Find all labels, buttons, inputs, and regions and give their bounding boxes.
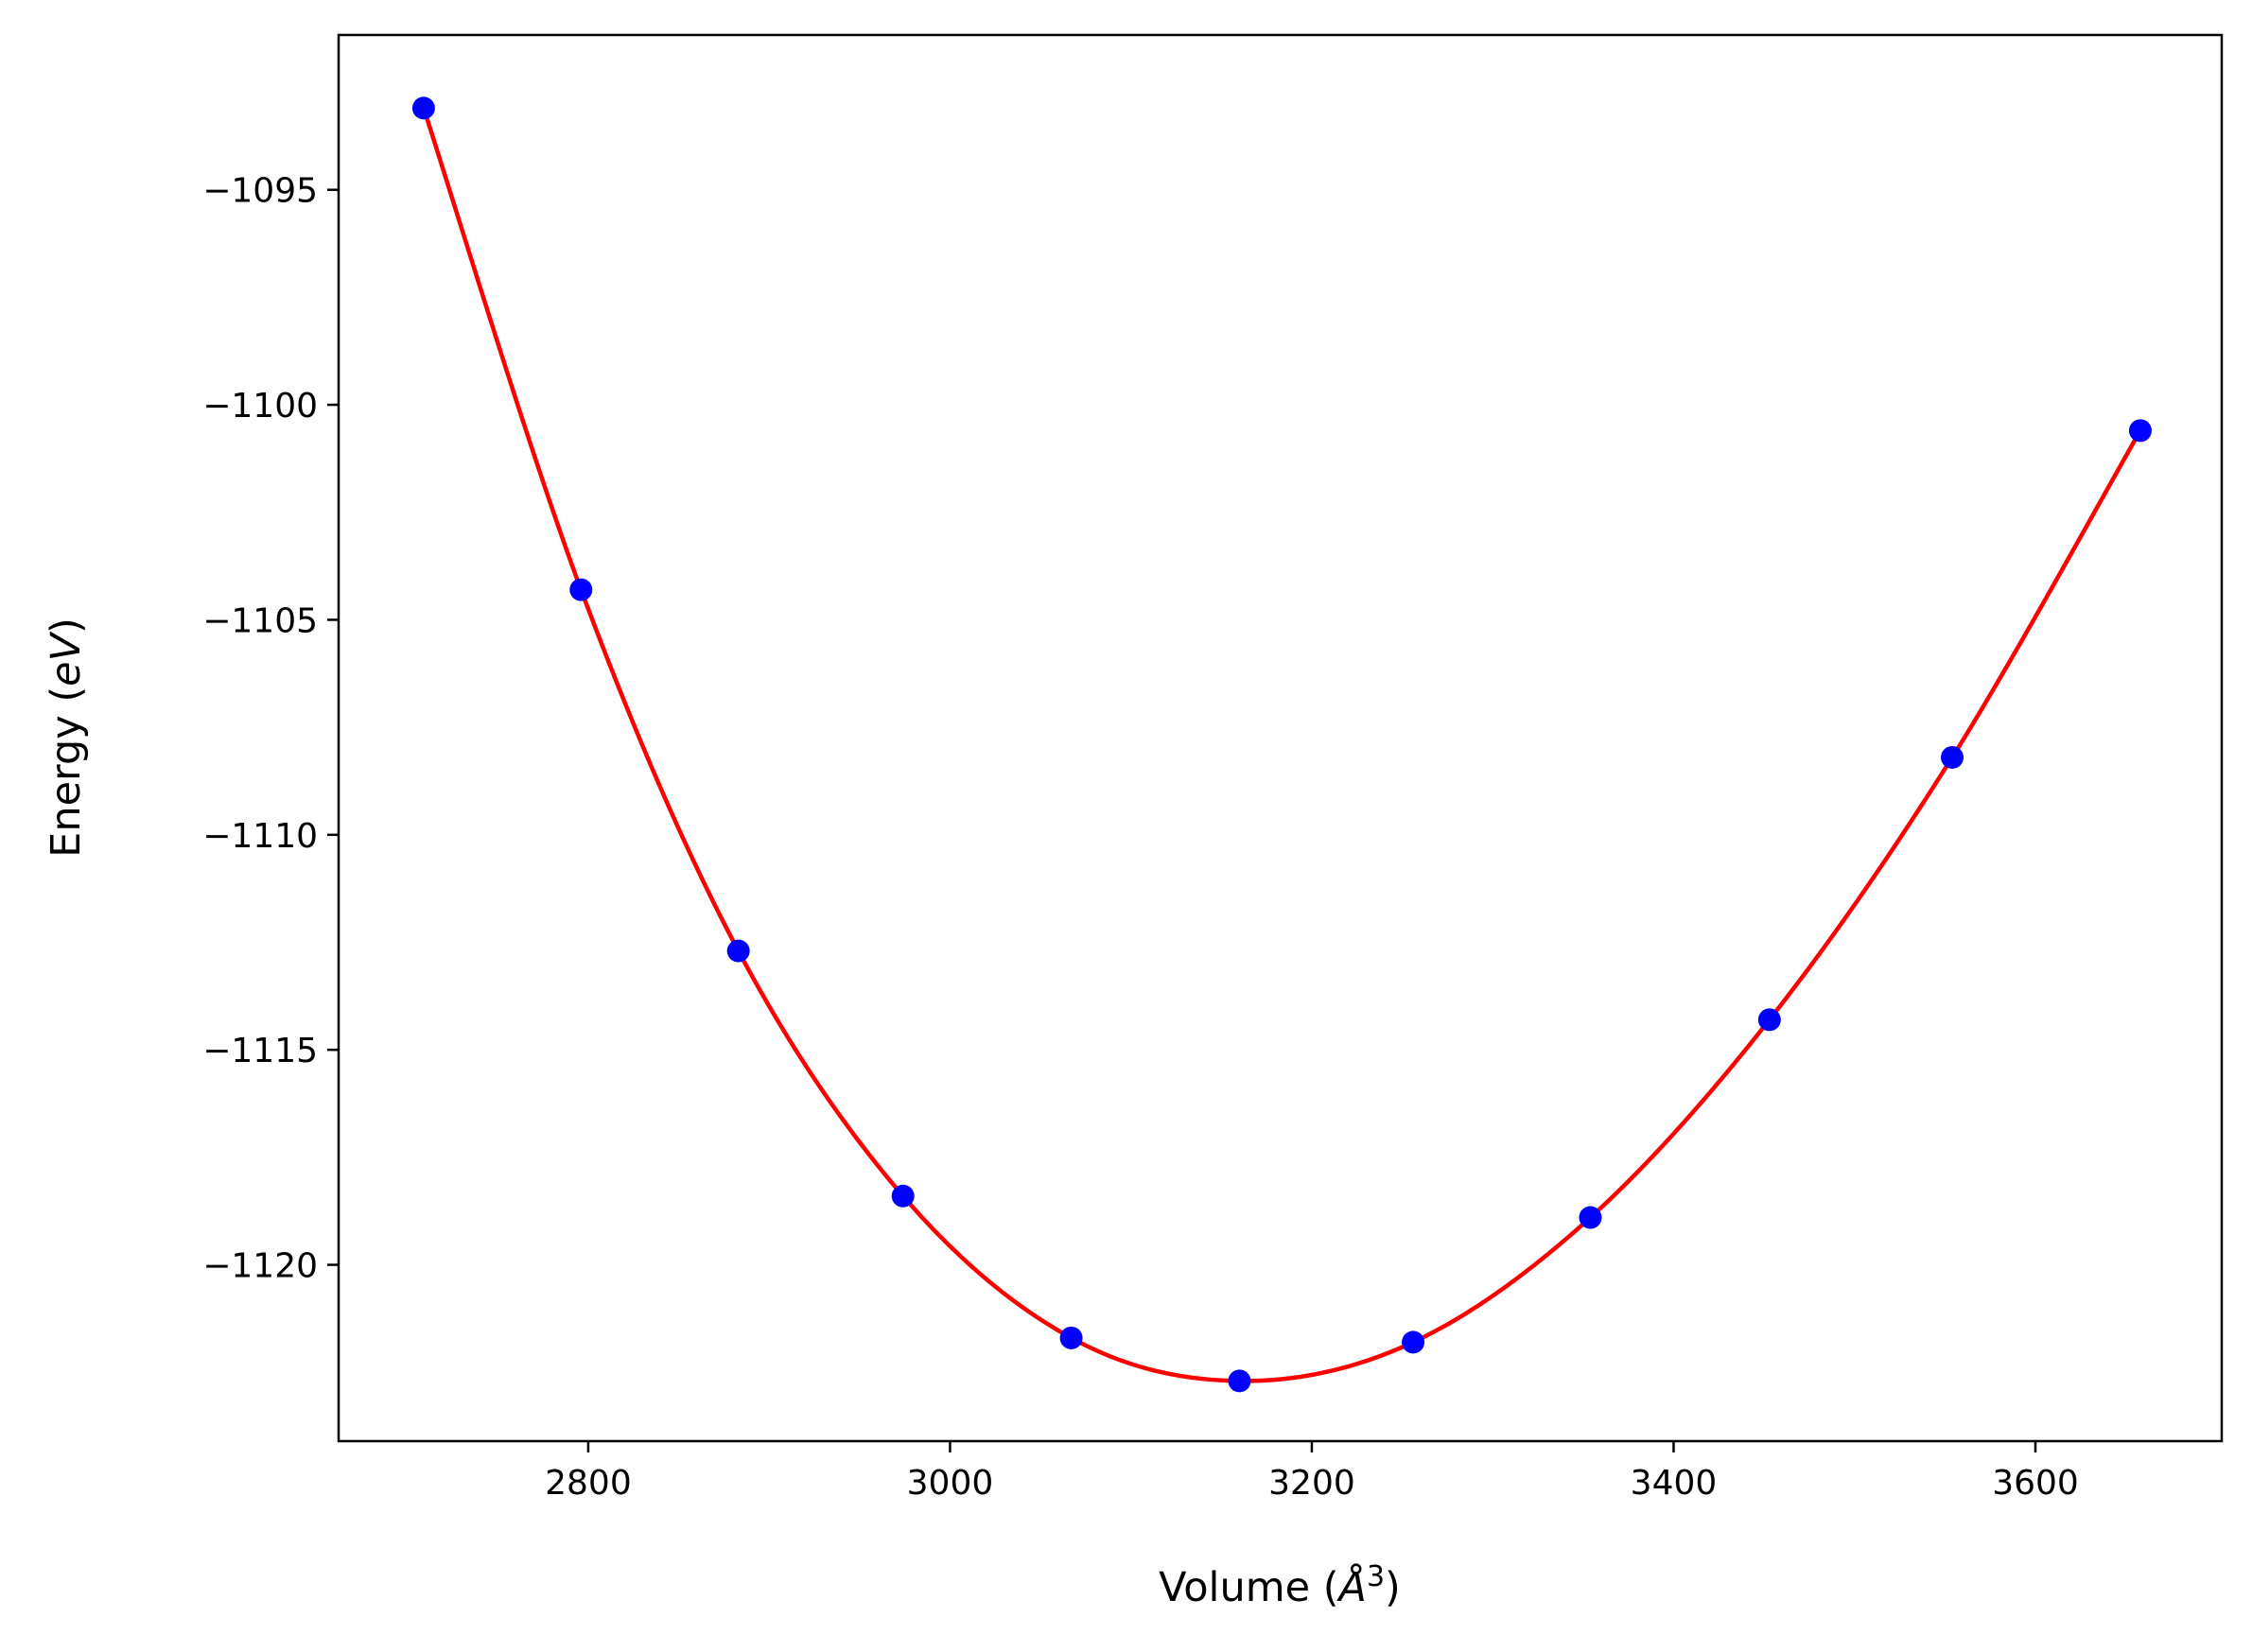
data-point (891, 1184, 915, 1208)
data-point (1059, 1326, 1083, 1349)
y-tick-label: −1110 (202, 817, 318, 856)
y-tick-label: −1095 (202, 172, 318, 211)
x-axis: 2800 3000 3200 3400 3600 (545, 1441, 2079, 1503)
data-point (411, 96, 435, 120)
axes-frame (337, 33, 2224, 1443)
y-tick-label: −1115 (202, 1032, 318, 1070)
x-tick-label: 2800 (545, 1464, 632, 1503)
plot-area (411, 96, 2152, 1393)
data-point (726, 939, 750, 963)
x-axis-label: Volume (Å3) (1159, 1560, 1401, 1611)
y-tick-label: −1120 (202, 1247, 318, 1286)
fit-curve-layer (421, 106, 2143, 1383)
data-point (1228, 1369, 1251, 1393)
x-tick-label: 3400 (1631, 1464, 1718, 1503)
data-point (569, 578, 593, 601)
x-tick-label: 3200 (1268, 1464, 1355, 1503)
y-tick-label: −1100 (202, 387, 318, 426)
data-point (1402, 1330, 1425, 1354)
data-point (1579, 1206, 1602, 1229)
fit-curve (421, 106, 2143, 1383)
x-tick-label: 3000 (907, 1464, 994, 1503)
y-axis-label: Energy (eV) (43, 617, 90, 858)
x-tick-label: 3600 (1992, 1464, 2079, 1503)
y-axis: −1095 −1100 −1105 −1110 −1115 −1120 (202, 172, 339, 1286)
y-tick-label: −1105 (202, 601, 318, 640)
data-point (2128, 419, 2152, 443)
data-point (1757, 1008, 1781, 1032)
data-point (1941, 745, 1964, 769)
data-points-layer (411, 96, 2152, 1393)
